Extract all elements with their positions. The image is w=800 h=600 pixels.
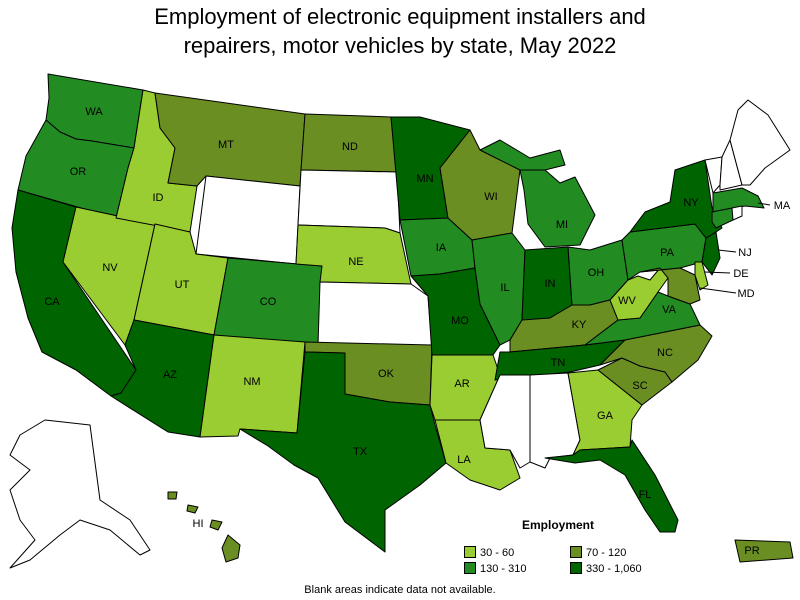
leader-md bbox=[699, 287, 737, 294]
state-hi-kauai[interactable] bbox=[167, 491, 178, 500]
legend-item-1: 30 - 60 bbox=[464, 546, 514, 559]
legend-title: Employment bbox=[522, 518, 595, 532]
label-co: CO bbox=[260, 296, 277, 308]
label-md: MD bbox=[737, 288, 754, 300]
state-hi-big[interactable] bbox=[221, 534, 241, 563]
state-mi-upper[interactable] bbox=[479, 139, 566, 171]
state-ri[interactable] bbox=[731, 205, 743, 221]
label-ky: KY bbox=[572, 319, 587, 331]
territory-pr[interactable] bbox=[734, 539, 794, 563]
footnote: Blank areas indicate data not available. bbox=[304, 584, 496, 596]
label-mi: MI bbox=[556, 219, 568, 231]
legend-swatch-2 bbox=[570, 546, 582, 558]
state-tx[interactable] bbox=[239, 351, 447, 553]
legend-swatch-4 bbox=[570, 562, 582, 574]
leader-nj bbox=[717, 249, 737, 253]
leader-ma bbox=[757, 202, 771, 206]
map-title: Employment of electronic equipment insta… bbox=[0, 2, 800, 60]
leader-de bbox=[704, 271, 731, 274]
label-wi: WI bbox=[484, 191, 497, 203]
label-sc: SC bbox=[632, 380, 647, 392]
label-ia: IA bbox=[436, 242, 447, 254]
legend-item-4: 330 - 1,060 bbox=[570, 562, 642, 575]
label-il: IL bbox=[500, 282, 509, 294]
label-oh: OH bbox=[588, 267, 605, 279]
label-mt: MT bbox=[218, 139, 234, 151]
label-hi: HI bbox=[193, 518, 204, 530]
label-pa: PA bbox=[660, 247, 675, 259]
label-de: DE bbox=[733, 268, 748, 280]
label-fl: FL bbox=[639, 489, 652, 501]
label-la: LA bbox=[457, 454, 471, 466]
state-ny[interactable] bbox=[629, 159, 723, 239]
label-or: OR bbox=[70, 166, 87, 178]
label-ca: CA bbox=[44, 296, 60, 308]
label-nd: ND bbox=[342, 141, 358, 153]
legend-swatch-1 bbox=[464, 546, 476, 558]
label-ga: GA bbox=[597, 410, 614, 422]
label-id: ID bbox=[153, 192, 164, 204]
label-mn: MN bbox=[416, 173, 433, 185]
state-hi-oahu[interactable] bbox=[186, 504, 199, 514]
label-nj: NJ bbox=[738, 247, 751, 259]
label-mo: MO bbox=[451, 315, 469, 327]
label-ok: OK bbox=[378, 368, 395, 380]
legend-label-4: 330 - 1,060 bbox=[586, 563, 642, 575]
state-de[interactable] bbox=[694, 261, 709, 291]
label-wv: WV bbox=[618, 295, 636, 307]
legend-label-1: 30 - 60 bbox=[480, 547, 515, 559]
label-in: IN bbox=[545, 278, 556, 290]
label-ut: UT bbox=[175, 279, 190, 291]
label-ne: NE bbox=[348, 256, 363, 268]
label-nc: NC bbox=[657, 347, 673, 359]
state-hi-maui[interactable] bbox=[209, 519, 223, 531]
label-az: AZ bbox=[163, 369, 177, 381]
state-nh[interactable] bbox=[719, 139, 743, 191]
state-ak[interactable] bbox=[9, 419, 151, 569]
legend-label-3: 130 - 310 bbox=[480, 563, 527, 575]
label-tx: TX bbox=[353, 446, 368, 458]
label-ar: AR bbox=[454, 378, 469, 390]
state-sd[interactable] bbox=[297, 169, 401, 234]
state-mi[interactable] bbox=[519, 169, 596, 248]
label-pr: PR bbox=[744, 545, 759, 557]
state-fl[interactable] bbox=[544, 439, 679, 533]
label-va: VA bbox=[662, 304, 677, 316]
label-nm: NM bbox=[243, 376, 260, 388]
state-ct[interactable] bbox=[711, 207, 734, 229]
label-tn: TN bbox=[551, 357, 566, 369]
map-title-line2: repairers, motor vehicles by state, May … bbox=[183, 33, 617, 58]
legend-swatch-3 bbox=[464, 562, 476, 574]
label-ny: NY bbox=[683, 197, 699, 209]
legend-item-2: 70 - 120 bbox=[570, 546, 626, 559]
state-ks[interactable] bbox=[317, 281, 433, 346]
legend-label-2: 70 - 120 bbox=[586, 547, 627, 559]
label-nv: NV bbox=[102, 262, 118, 274]
label-wa: WA bbox=[85, 106, 103, 118]
map-title-line1: Employment of electronic equipment insta… bbox=[154, 4, 646, 29]
label-ma: MA bbox=[774, 200, 791, 212]
state-md[interactable] bbox=[639, 267, 701, 305]
state-wi[interactable] bbox=[439, 129, 521, 241]
state-wy[interactable] bbox=[195, 175, 301, 265]
state-me[interactable] bbox=[729, 99, 791, 186]
legend-item-3: 130 - 310 bbox=[464, 562, 526, 575]
